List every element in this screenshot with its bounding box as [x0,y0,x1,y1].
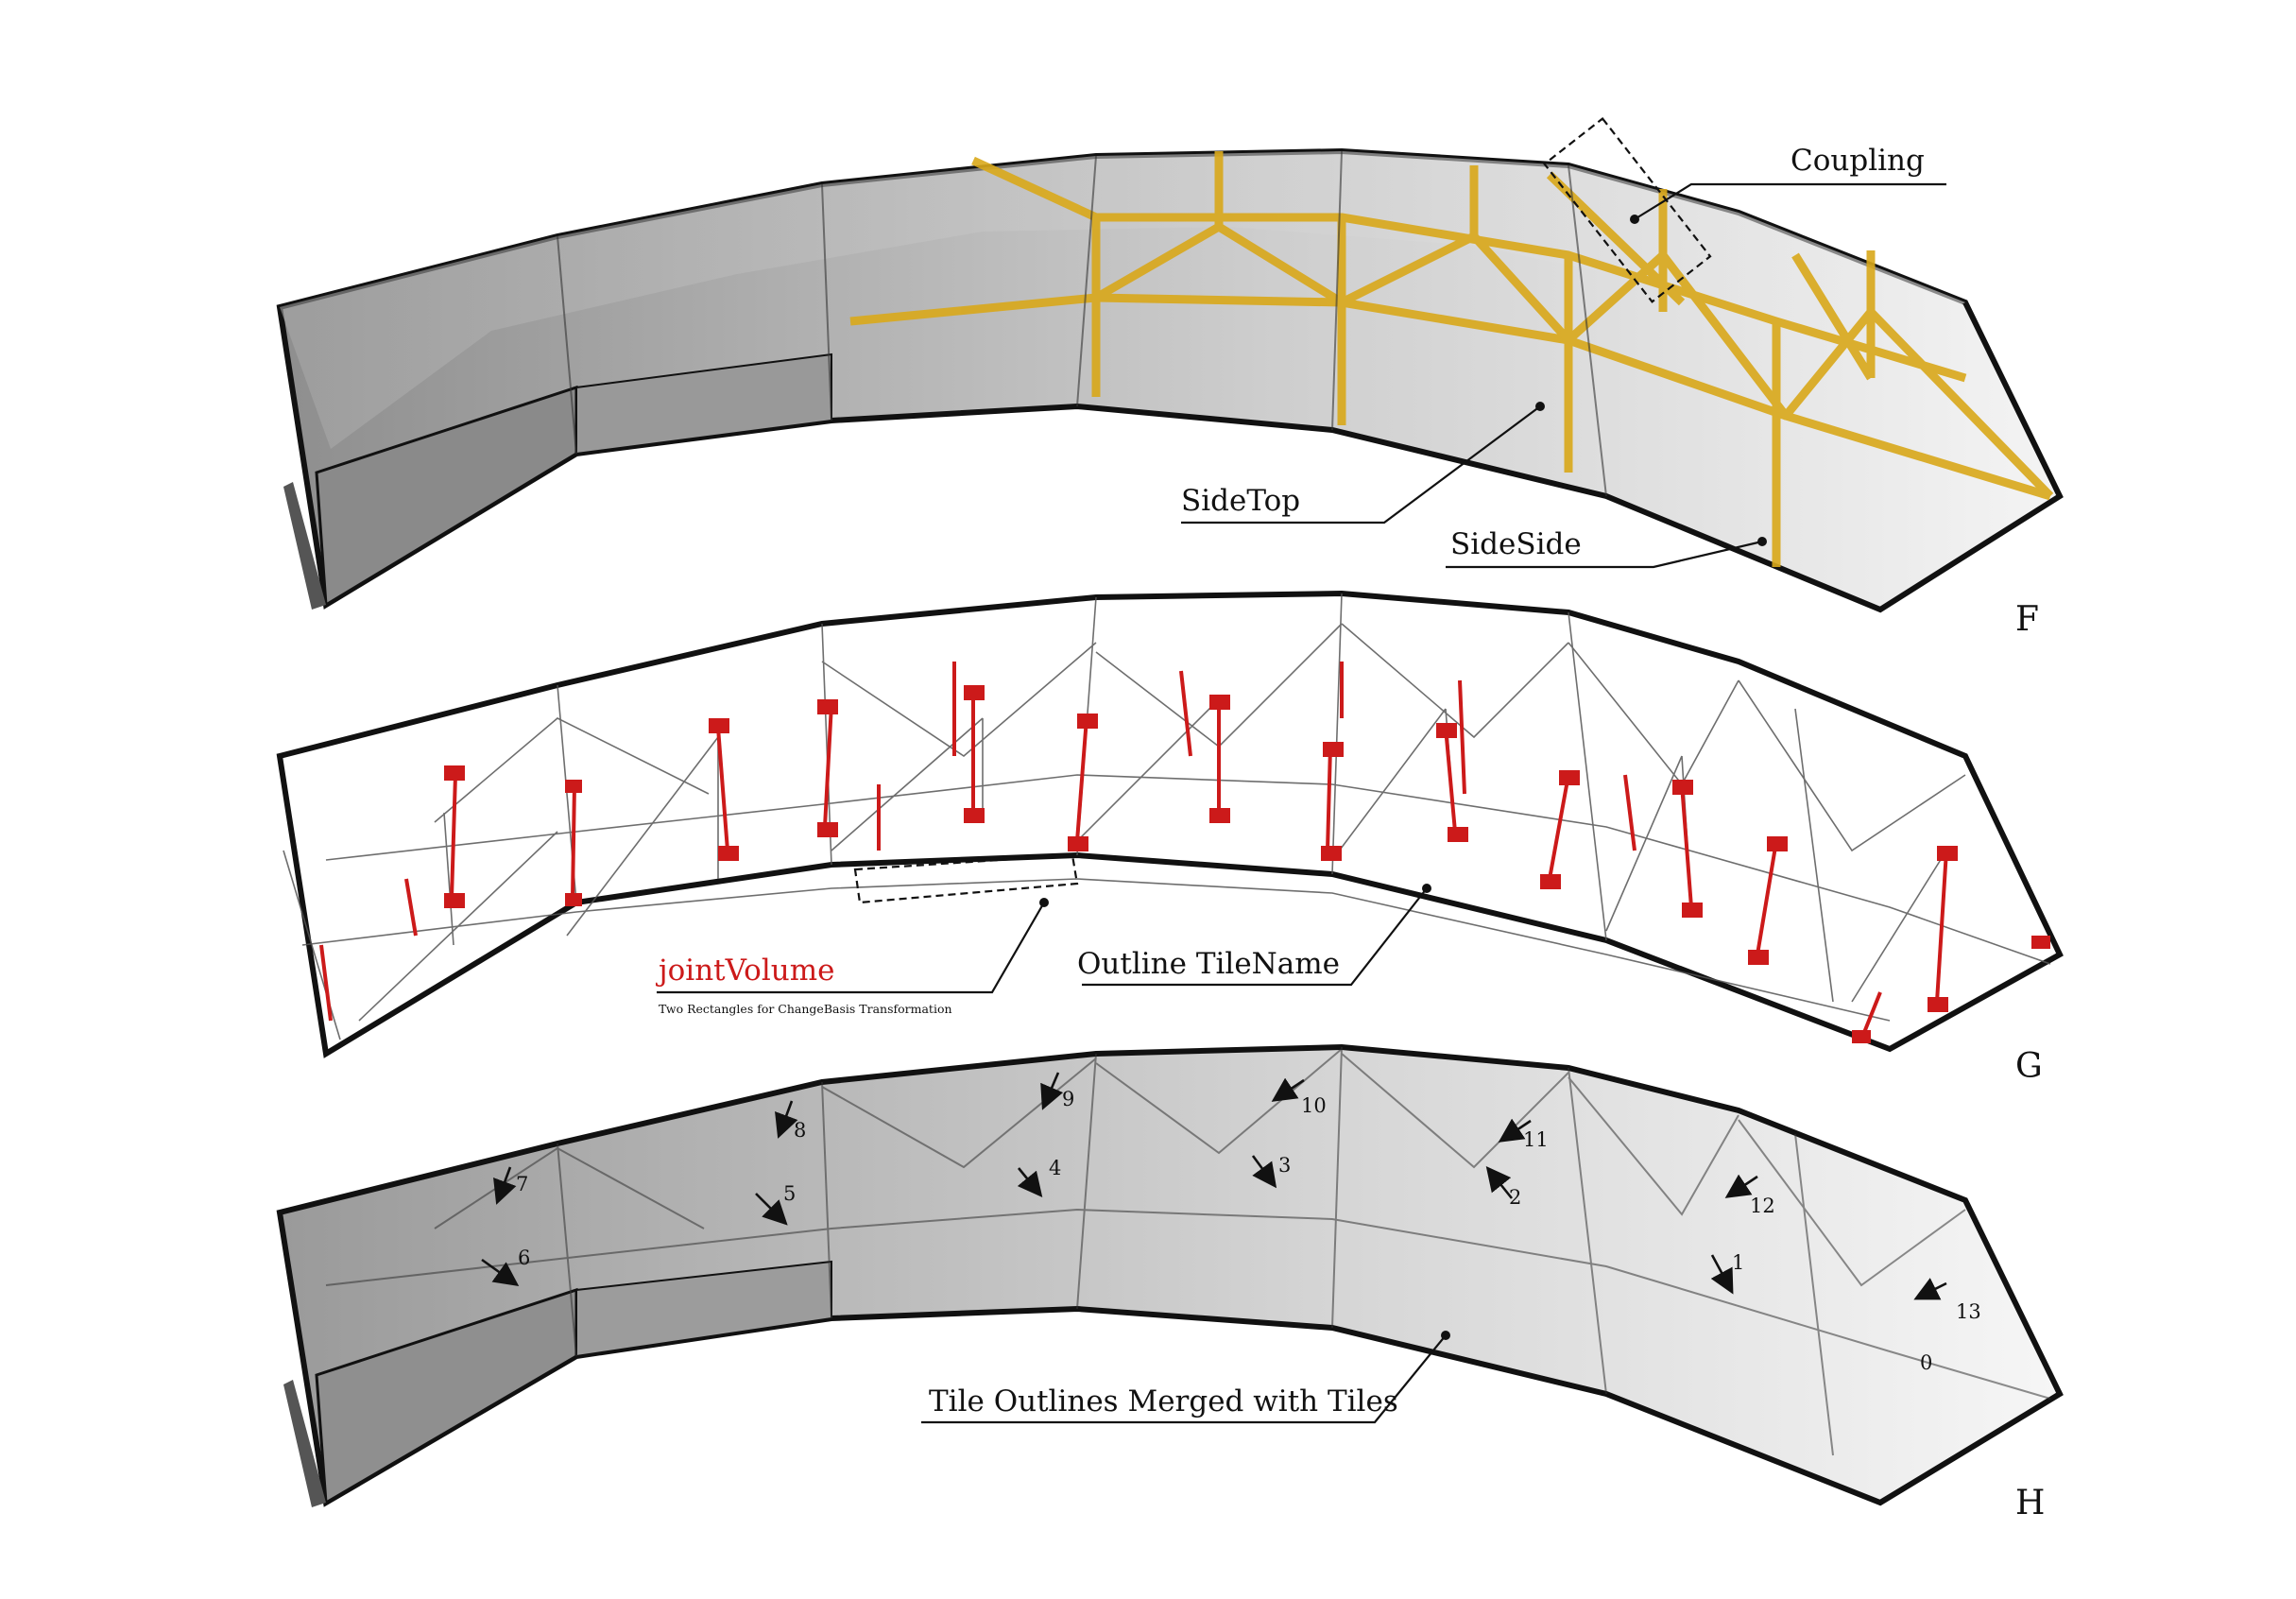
panel-g-joint-markers [444,685,2050,1043]
tile-number: 7 [516,1173,528,1195]
panel-h-letter: H [2015,1484,2045,1522]
tile-number: 13 [1956,1300,1981,1323]
tile-number: 0 [1920,1351,1932,1374]
tile-number: 11 [1523,1128,1549,1151]
panel-f-gold-frame [849,151,2054,567]
panel-h-seams [325,1046,2051,1456]
callout-lines-h [921,1334,1447,1424]
tile-number: 10 [1301,1094,1327,1117]
tile-number: 6 [518,1247,530,1269]
tile-number: 4 [1049,1157,1061,1179]
panel-f-end-face [283,482,326,610]
panel-g: jointVolume Two Rectangles for ChangeBas… [276,590,2064,1086]
panel-f-seams [557,150,1607,497]
panel-g-tile-outline [276,590,2064,1058]
coupling-label: Coupling [1791,144,1925,178]
callout-lines-f [1181,182,1946,569]
outline-tile-name-label: Outline TileName [1077,947,1340,981]
panel-h-tile-body [276,1043,2064,1507]
tile-number: 12 [1750,1195,1775,1217]
tile-number: 5 [783,1182,796,1205]
panel-f-letter: F [2015,600,2039,639]
tile-number: 9 [1062,1088,1074,1110]
panel-g-letter: G [2015,1047,2043,1086]
joint-volume-label: jointVolume [656,954,834,988]
panel-h-end-face [283,1380,326,1507]
tile-number: 2 [1509,1186,1521,1209]
panel-h-tile-arrows [481,1072,1947,1300]
tile-number: 8 [794,1119,806,1142]
joint-volume-dashed-box [853,853,1079,904]
tile-number: 3 [1278,1154,1291,1177]
panel-f-top-face [280,151,1965,449]
coupling-dashed-box [1543,116,1712,303]
panel-h: 7 8 9 10 11 12 13 6 5 4 3 2 1 0 Tile Out… [276,1043,2064,1522]
side-top-label: SideTop [1181,484,1300,518]
panel-h-tile-numbers: 7 8 9 10 11 12 13 6 5 4 3 2 1 0 [516,1088,1981,1374]
tile-number: 1 [1732,1251,1744,1274]
joint-volume-note: Two Rectangles for ChangeBasis Transform… [659,1002,952,1016]
tile-outlines-merged-label: Tile Outlines Merged with Tiles [929,1384,1398,1418]
side-side-label: SideSide [1450,527,1582,561]
panel-g-joint-volumes [319,662,1948,1040]
callout-lines-g [657,887,1428,994]
panel-f: Coupling SideTop SideSide F [276,116,2064,639]
